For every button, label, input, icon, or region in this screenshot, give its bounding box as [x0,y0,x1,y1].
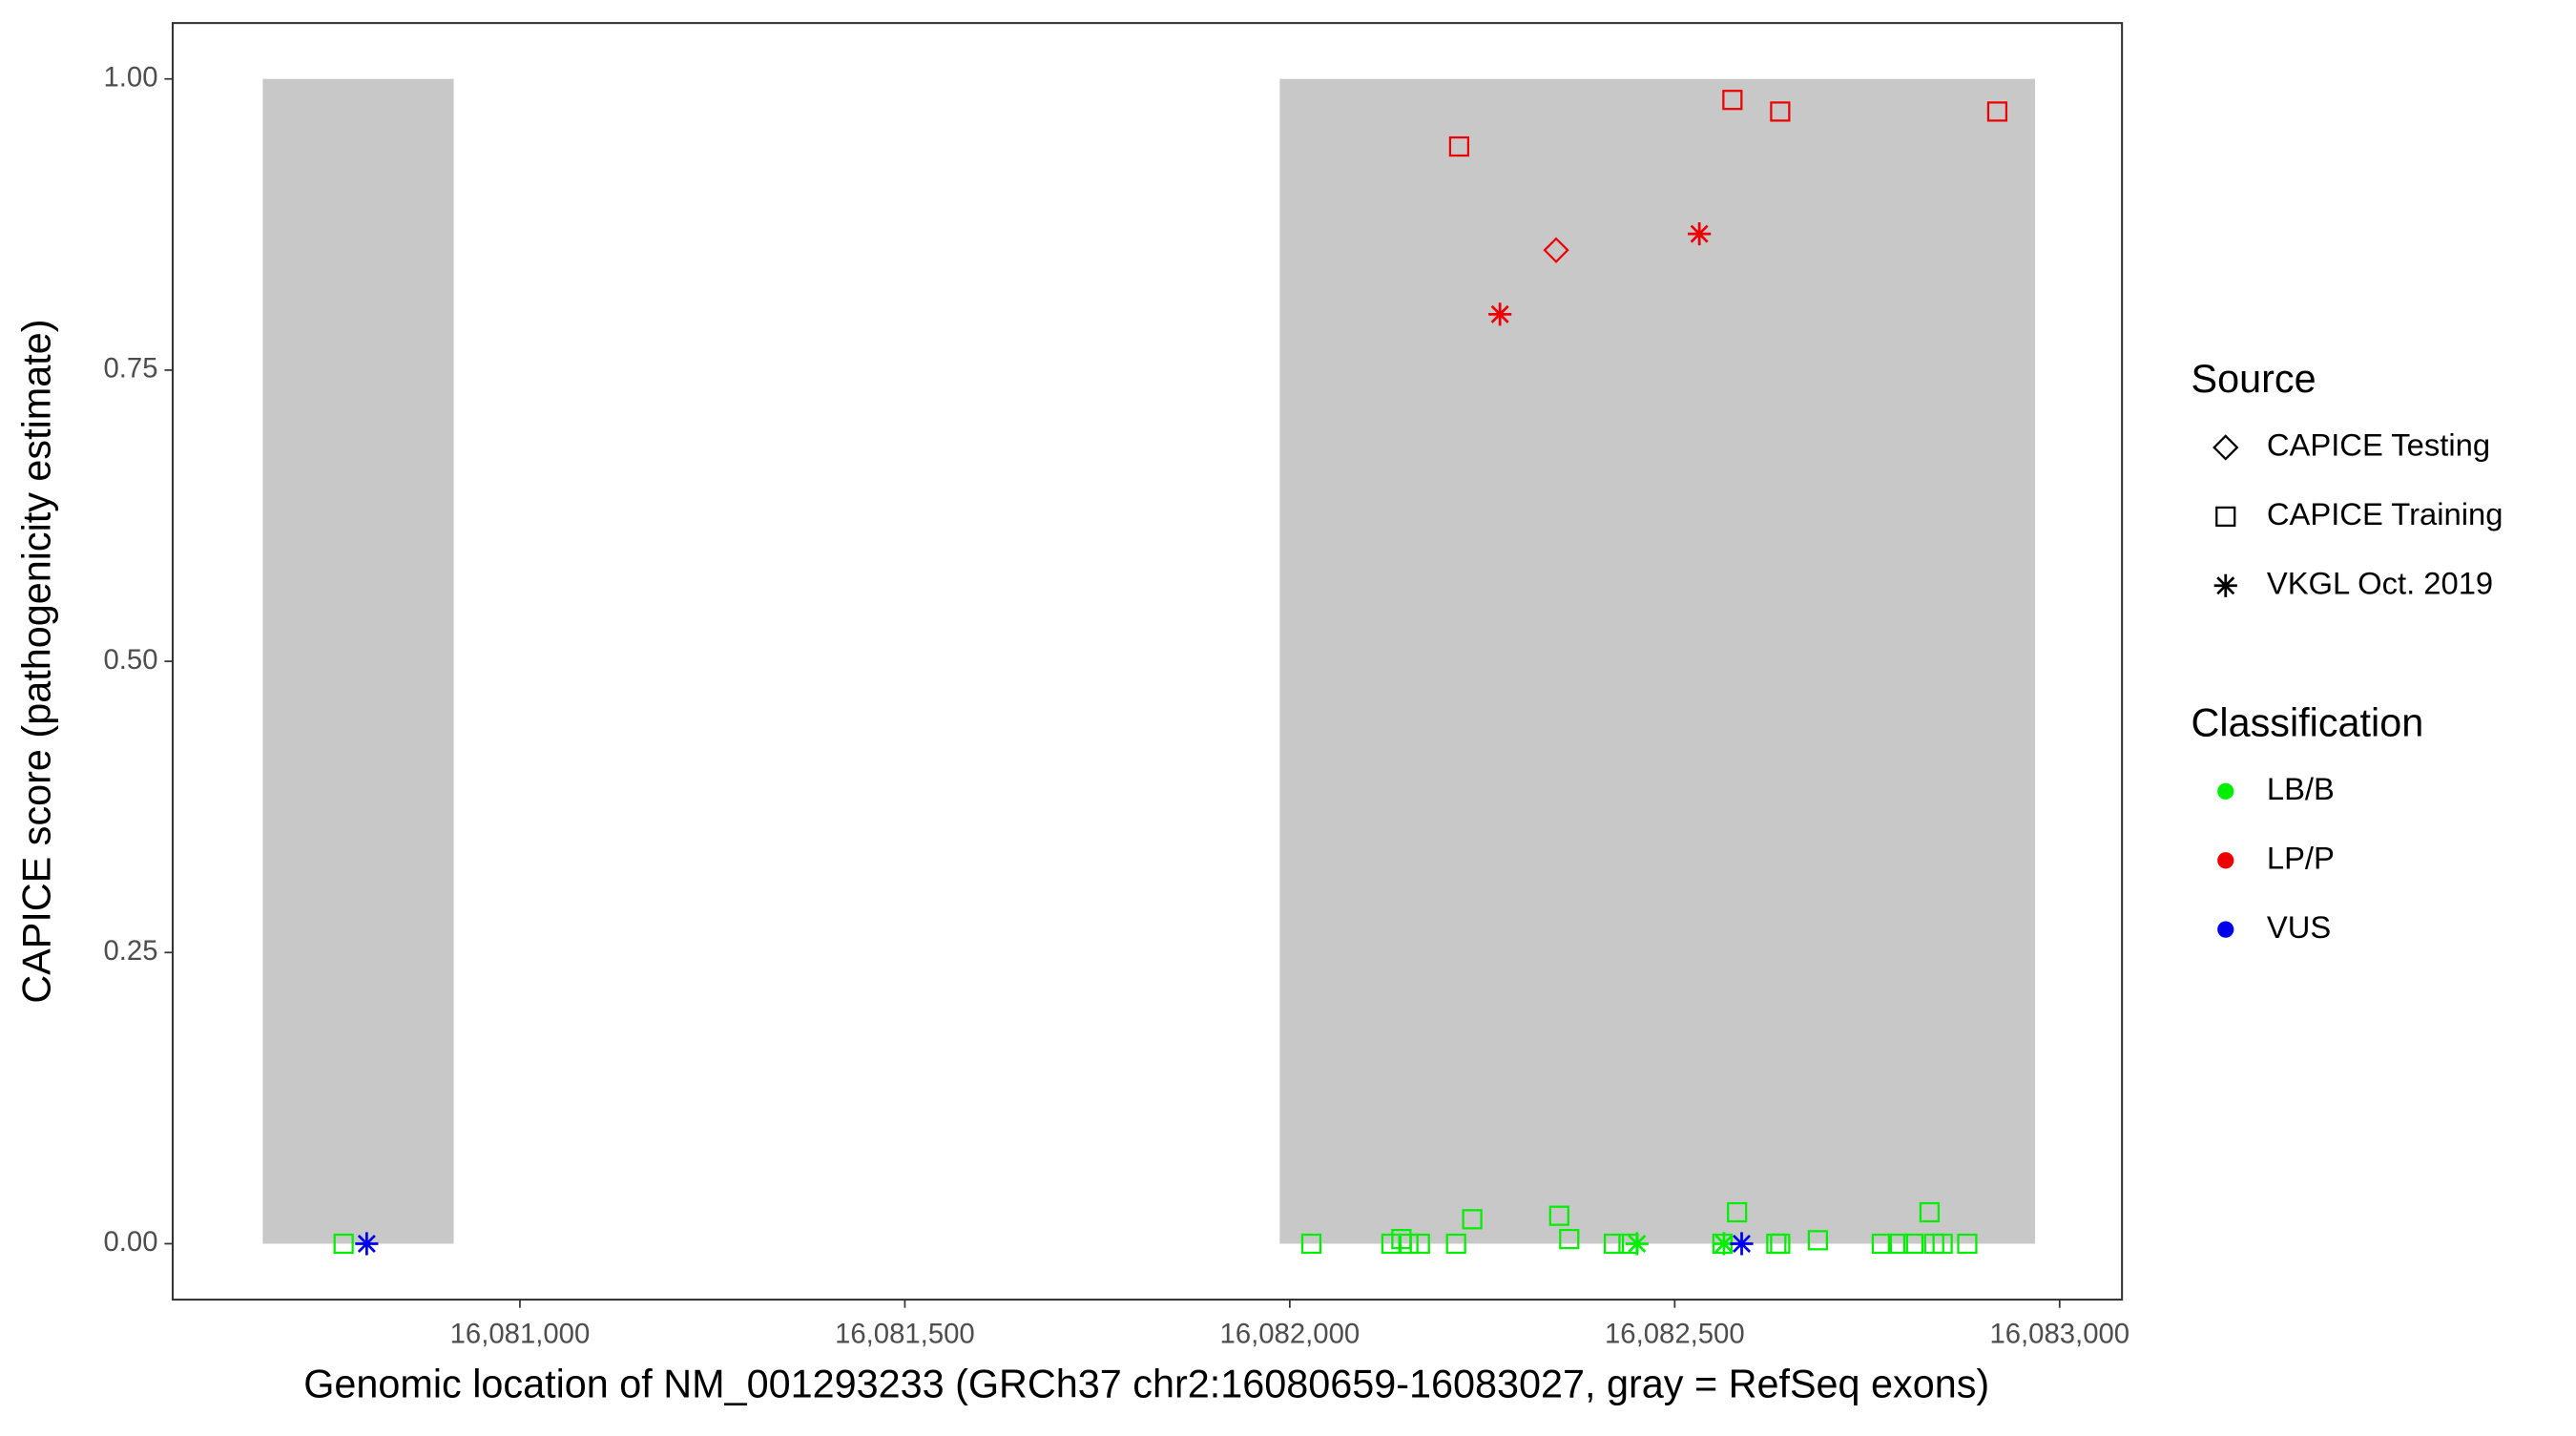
x-tick-label: 16,083,000 [1989,1319,2129,1350]
point [1445,1233,1466,1255]
point [1722,90,1743,111]
point [1300,1233,1322,1255]
y-axis-title: CAPICE score (pathogenicity estimate) [14,320,58,1004]
point [1712,1232,1736,1256]
exon [262,78,454,1244]
x-tick-label: 16,081,000 [450,1319,591,1350]
legend-label: VKGL Oct. 2019 [2267,565,2493,600]
point [333,1233,354,1255]
point [1919,1201,1941,1223]
y-tick-label: 0.00 [103,1226,157,1258]
legend-symbol [2213,573,2237,597]
x-tick-label: 16,082,500 [1605,1319,1745,1350]
point [1462,1209,1483,1230]
point [1807,1230,1829,1251]
point [1957,1233,1978,1255]
x-tick-label: 16,082,000 [1220,1319,1361,1350]
point [1625,1232,1649,1256]
point [355,1232,379,1256]
point [1548,1205,1569,1226]
point [1688,222,1712,246]
legend-symbol [2212,434,2239,461]
legend-label: VUS [2267,909,2331,945]
point [1902,1233,1924,1255]
point [1448,135,1469,157]
point [1770,1233,1791,1255]
legend-label: CAPICE Training [2267,496,2503,531]
legend-symbol [2217,782,2234,800]
point [1770,101,1791,122]
point [1871,1233,1892,1255]
legend-symbol [2217,921,2234,938]
y-tick-label: 0.75 [103,353,157,385]
point [1398,1233,1419,1255]
x-tick-label: 16,081,500 [835,1319,975,1350]
y-tick-label: 1.00 [103,61,157,93]
y-tick-label: 0.50 [103,644,157,676]
point [1409,1233,1430,1255]
legend-title: Source [2192,357,2316,401]
y-tick-label: 0.25 [103,935,157,967]
legend-label: CAPICE Testing [2267,427,2490,463]
legend-symbol [2215,506,2236,527]
point [1543,237,1569,263]
exon [1279,78,2035,1244]
point [1559,1228,1580,1250]
legend-label: LP/P [2267,840,2335,875]
point [1932,1233,1953,1255]
point [1730,1232,1754,1256]
legend-symbol [2217,852,2234,869]
legend-label: LB/B [2267,771,2335,806]
point [1727,1201,1748,1223]
point [1986,101,2008,122]
point [1488,302,1512,326]
x-axis-title: Genomic location of NM_001293233 (GRCh37… [303,1362,1989,1405]
point [1603,1233,1625,1255]
point [1887,1233,1908,1255]
legend-title: Classification [2192,700,2424,744]
